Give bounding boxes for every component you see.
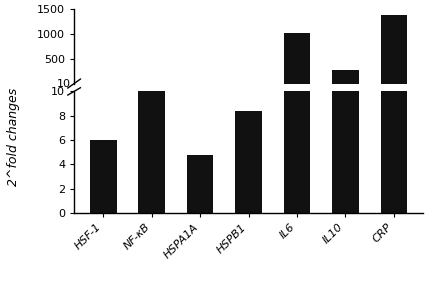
Bar [90, 140, 116, 213]
Text: 10: 10 [57, 78, 71, 88]
Bar [284, 33, 310, 84]
Text: 2^fold changes: 2^fold changes [7, 88, 20, 186]
Bar [187, 154, 213, 213]
Bar [332, 70, 359, 84]
Bar [235, 111, 262, 213]
Bar [381, 15, 407, 84]
Bar [332, 92, 359, 213]
Bar [138, 92, 165, 213]
Bar [381, 92, 407, 213]
Bar [284, 92, 310, 213]
